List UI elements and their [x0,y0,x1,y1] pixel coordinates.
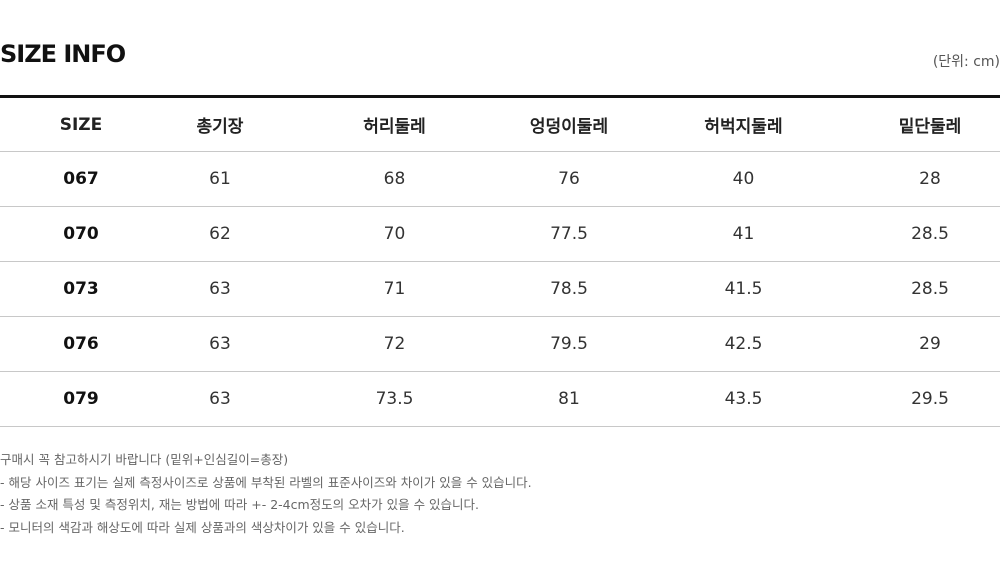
size-cell: 079 [0,371,162,427]
thigh-cell: 41 [627,206,860,262]
total-length-cell: 63 [162,371,278,427]
size-notes: 구매시 꼭 참고하시기 바랍니다 (밑위+인심길이=총장) - 해당 사이즈 표… [0,449,532,539]
size-cell: 070 [0,206,162,262]
waist-cell: 70 [278,206,511,262]
note-line: - 해당 사이즈 표기는 실제 측정사이즈로 상품에 부착된 라벨의 표준사이즈… [0,474,532,490]
size-cell: 067 [0,151,162,207]
hem-cell: 28.5 [860,261,1000,317]
waist-cell: 71 [278,261,511,317]
hem-cell: 28.5 [860,206,1000,262]
hip-cell: 78.5 [511,261,627,317]
waist-cell: 73.5 [278,371,511,427]
hip-cell: 81 [511,371,627,427]
waist-cell: 68 [278,151,511,207]
size-cell: 076 [0,316,162,372]
thigh-cell: 43.5 [627,371,860,427]
thigh-cell: 40 [627,151,860,207]
size-cell: 073 [0,261,162,317]
total-length-cell: 63 [162,316,278,372]
table-row: 076 63 72 79.5 42.5 29 [0,316,1000,372]
note-line: 구매시 꼭 참고하시기 바랍니다 (밑위+인심길이=총장) [0,452,289,467]
hip-cell: 76 [511,151,627,207]
hem-cell: 29.5 [860,371,1000,427]
table-row: 070 62 70 77.5 41 28.5 [0,206,1000,262]
hem-cell: 28 [860,151,1000,207]
thigh-cell: 41.5 [627,261,860,317]
header-total-length: 총기장 [162,96,278,152]
page-title: SIZE INFO [0,40,126,68]
table-row: 079 63 73.5 81 43.5 29.5 [0,371,1000,427]
header-size: SIZE [0,96,162,152]
total-length-cell: 61 [162,151,278,207]
hem-cell: 29 [860,316,1000,372]
total-length-cell: 62 [162,206,278,262]
table-row: 073 63 71 78.5 41.5 28.5 [0,261,1000,317]
note-line: - 상품 소재 특성 및 측정위치, 재는 방법에 따라 +- 2-4cm정도의… [0,497,480,512]
header-hem: 밑단둘레 [860,96,1000,152]
size-table: SIZE 총기장 허리둘레 엉덩이둘레 허벅지둘레 밑단둘레 067 61 68… [0,95,1000,427]
hip-cell: 79.5 [511,316,627,372]
total-length-cell: 63 [162,261,278,317]
table-header-row: SIZE 총기장 허리둘레 엉덩이둘레 허벅지둘레 밑단둘레 [0,96,1000,152]
header-hip: 엉덩이둘레 [511,96,627,152]
waist-cell: 72 [278,316,511,372]
hip-cell: 77.5 [511,206,627,262]
header-waist: 허리둘레 [278,96,511,152]
thigh-cell: 42.5 [627,316,860,372]
table-row: 067 61 68 76 40 28 [0,151,1000,207]
note-line: - 모니터의 색감과 해상도에 따라 실제 상품과의 색상차이가 있을 수 있습… [0,519,405,535]
unit-label: (단위: cm) [932,54,1000,70]
header-thigh: 허벅지둘레 [627,96,860,152]
